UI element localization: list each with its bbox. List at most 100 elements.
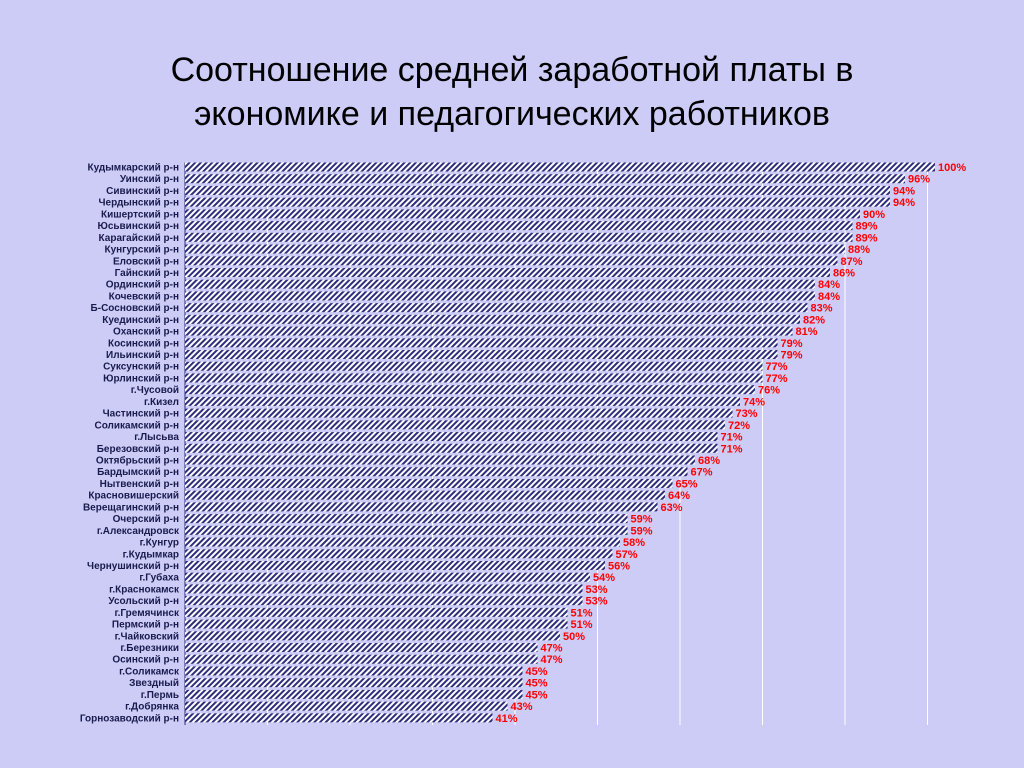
value-label: 57%	[616, 549, 638, 561]
category-label: Чердынский р-н	[99, 198, 180, 209]
value-label: 47%	[541, 654, 563, 666]
category-label: г.Кудымкар	[123, 549, 179, 560]
value-label: 51%	[571, 607, 593, 619]
value-label: 67%	[691, 467, 713, 479]
value-label: 84%	[818, 291, 840, 303]
value-label: 89%	[856, 221, 878, 233]
category-label: г.Гремячинск	[114, 608, 180, 619]
category-label: Гайнский р-н	[115, 268, 179, 279]
category-label: г.Кунгур	[140, 538, 179, 549]
category-label: г.Лысьва	[134, 432, 179, 443]
category-label: г.Соликамск	[119, 666, 180, 677]
category-label: г.Добрянка	[125, 701, 179, 713]
category-label: г.Губаха	[139, 572, 179, 584]
value-label: 79%	[781, 350, 803, 362]
bar	[185, 701, 508, 711]
bar	[185, 455, 695, 465]
title-line-1: Соотношение средней заработной платы в	[170, 51, 854, 89]
category-label: Сивинский р-н	[106, 186, 179, 197]
value-label: 59%	[631, 525, 653, 537]
bar	[185, 232, 853, 242]
bar	[185, 291, 815, 301]
category-label: Оханский р-н	[113, 327, 179, 338]
value-label: 96%	[908, 174, 930, 186]
category-label: Чернушинский р-н	[87, 561, 179, 572]
bar	[185, 432, 718, 442]
bar	[185, 643, 538, 653]
bar	[185, 560, 605, 570]
value-label: 56%	[608, 560, 630, 572]
category-label: г.Краснокамск	[109, 584, 180, 595]
category-label: г.Чайковский	[115, 631, 179, 642]
bar	[185, 314, 800, 324]
bar	[185, 338, 778, 348]
bar	[185, 420, 725, 430]
category-label: Частинский р-н	[103, 409, 179, 420]
value-label: 82%	[803, 314, 825, 326]
bar	[185, 373, 763, 383]
value-label: 84%	[818, 279, 840, 291]
category-label: Октябрьский р-н	[96, 455, 179, 467]
category-label: Еловский р-н	[113, 256, 179, 267]
value-label: 77%	[766, 373, 788, 385]
bar	[185, 713, 493, 723]
category-label: Суксунский р-н	[103, 362, 179, 373]
category-label: Ильинский р-н	[106, 350, 179, 361]
value-label: 79%	[781, 338, 803, 350]
value-label: 89%	[856, 232, 878, 244]
value-label: 53%	[586, 596, 608, 608]
value-label: 94%	[893, 197, 915, 209]
bar	[185, 584, 583, 594]
bar	[185, 490, 665, 500]
value-label: 51%	[571, 619, 593, 631]
category-label: г.Березники	[120, 643, 179, 654]
bar	[185, 279, 815, 289]
bars-group	[185, 162, 935, 723]
category-label: Бардымский р-н	[97, 467, 179, 478]
bar	[185, 467, 688, 477]
category-label: Горнозаводский р-н	[80, 713, 179, 724]
value-label: 64%	[668, 490, 690, 502]
category-label: Куединский р-н	[102, 315, 179, 326]
value-label: 65%	[676, 478, 698, 490]
category-label: Кишертский р-н	[101, 209, 179, 220]
value-label: 72%	[728, 420, 750, 432]
bar	[185, 162, 935, 172]
bar	[185, 689, 523, 699]
value-label: 88%	[848, 244, 870, 256]
category-label: Кунгурский р-н	[104, 245, 179, 256]
value-label: 63%	[661, 502, 683, 514]
category-label: Соликамский р-н	[94, 420, 179, 431]
bar	[185, 514, 628, 524]
value-label: 47%	[541, 643, 563, 655]
value-labels: 100%96%94%94%90%89%89%88%87%86%84%84%83%…	[496, 162, 967, 725]
bar	[185, 385, 755, 395]
category-label: Очерский р-н	[113, 514, 179, 525]
bar	[185, 350, 778, 360]
category-label: Березовский р-н	[97, 444, 179, 455]
bar	[185, 666, 523, 676]
value-label: 53%	[586, 584, 608, 596]
bar	[185, 678, 523, 688]
category-label: Пермский р-н	[112, 620, 179, 631]
bar	[185, 361, 763, 371]
bar	[185, 478, 673, 488]
category-label: Б-Сосновский р-н	[91, 303, 179, 314]
bar	[185, 502, 658, 512]
category-label: Звездный	[129, 678, 179, 689]
value-label: 59%	[631, 514, 653, 526]
bar	[185, 174, 905, 184]
value-label: 86%	[833, 267, 855, 279]
bar	[185, 326, 793, 336]
category-label: Красновишерский	[88, 491, 179, 502]
bar	[185, 572, 590, 582]
category-label: Уинский р-н	[120, 174, 179, 185]
value-label: 87%	[841, 256, 863, 268]
value-label: 58%	[623, 537, 645, 549]
value-label: 94%	[893, 185, 915, 197]
value-label: 41%	[496, 713, 518, 725]
title-line-2: экономике и педагогических работников	[194, 95, 830, 133]
value-label: 45%	[526, 666, 548, 678]
category-label: Юрлинский р-н	[103, 373, 179, 384]
